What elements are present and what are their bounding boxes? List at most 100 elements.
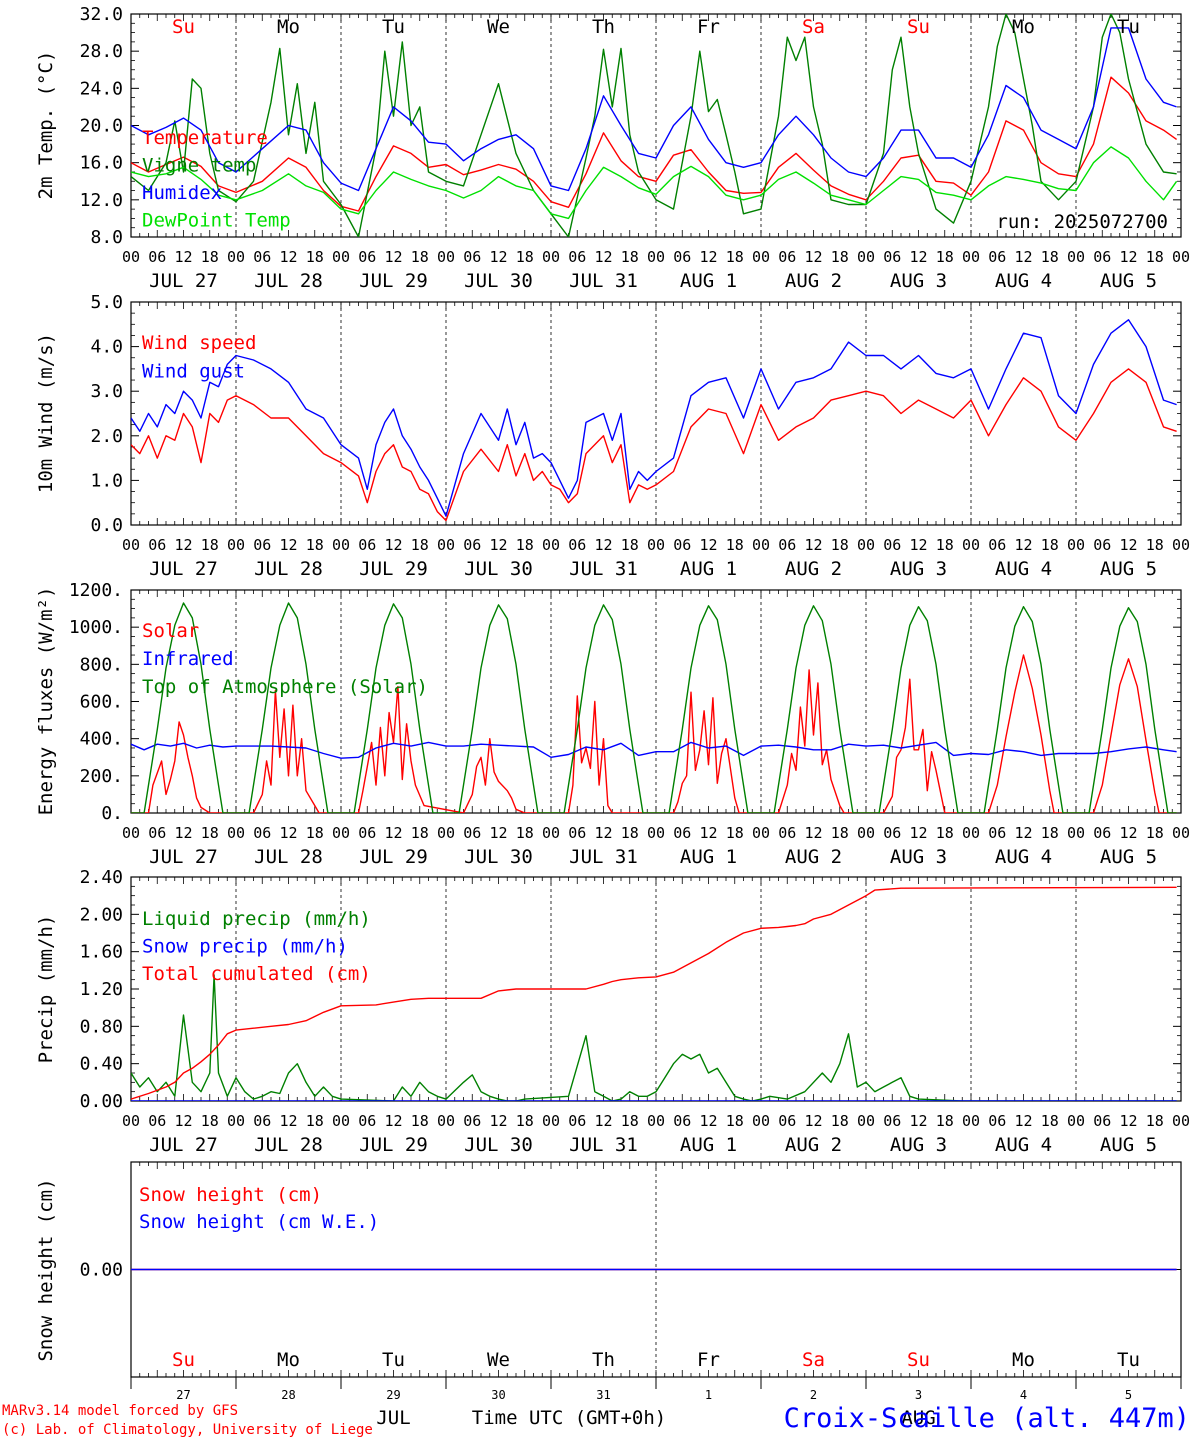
date-label: AUG 5 bbox=[1100, 270, 1157, 292]
hour-tick-label: 06 bbox=[253, 248, 271, 266]
hour-tick-label: 00 bbox=[857, 248, 875, 266]
date-label: AUG 2 bbox=[785, 558, 842, 580]
hour-tick-label: 06 bbox=[778, 536, 796, 554]
y-tick-label: 16.0 bbox=[80, 153, 123, 174]
series-line-temperature bbox=[131, 76, 1178, 212]
hour-tick-label: 12 bbox=[1014, 824, 1032, 842]
y-tick-label: 8.0 bbox=[90, 227, 123, 248]
hour-tick-label: 12 bbox=[699, 824, 717, 842]
weekday-label: Su bbox=[172, 16, 195, 38]
hour-tick-label: 18 bbox=[936, 824, 954, 842]
y-tick-label: 0.0 bbox=[90, 515, 123, 536]
hour-tick-label: 18 bbox=[1146, 824, 1164, 842]
hour-tick-label: 12 bbox=[1014, 536, 1032, 554]
day-number-label: 3 bbox=[915, 1388, 922, 1402]
day-number-label: 5 bbox=[1125, 1388, 1132, 1402]
hour-tick-label: 12 bbox=[1014, 248, 1032, 266]
y-tick-label: 3.0 bbox=[90, 381, 123, 402]
legend-entry: Humidex bbox=[142, 182, 222, 204]
day-number-label: 31 bbox=[596, 1388, 610, 1402]
date-label: JUL 27 bbox=[149, 558, 218, 580]
hour-tick-label: 18 bbox=[621, 824, 639, 842]
y-tick-label: 200. bbox=[80, 766, 123, 787]
date-label: AUG 1 bbox=[680, 846, 737, 868]
date-label: AUG 5 bbox=[1100, 558, 1157, 580]
hour-tick-label: 00 bbox=[122, 1112, 140, 1130]
panel-5: 0.00 Snow height (cm) Snow height (cm) Snow… bbox=[35, 1161, 1182, 1429]
y-tick-label: 600. bbox=[80, 692, 123, 713]
weekday-label: Mo bbox=[1012, 16, 1035, 38]
y-tick-label: 20.0 bbox=[80, 116, 123, 137]
y-tick-label: 0.40 bbox=[80, 1054, 123, 1075]
hour-tick-label: 12 bbox=[489, 536, 507, 554]
weekday-label: Su bbox=[172, 1349, 195, 1371]
hour-tick-label: 06 bbox=[1093, 1112, 1111, 1130]
hour-tick-label: 00 bbox=[1172, 248, 1190, 266]
hour-tick-label: 06 bbox=[148, 824, 166, 842]
hour-tick-label: 00 bbox=[542, 1112, 560, 1130]
day-number-label: 30 bbox=[491, 1388, 505, 1402]
hour-tick-label: 06 bbox=[568, 824, 586, 842]
panel-frame bbox=[130, 301, 1182, 526]
weekday-label: Mo bbox=[277, 1349, 300, 1371]
legend-entry: Snow height (cm) bbox=[139, 1184, 322, 1206]
date-label: AUG 5 bbox=[1100, 1134, 1157, 1156]
series-line-humidex bbox=[131, 27, 1177, 192]
hour-tick-label: 12 bbox=[804, 248, 822, 266]
hour-tick-label: 06 bbox=[778, 1112, 796, 1130]
hour-tick-label: 18 bbox=[201, 1112, 219, 1130]
hour-tick-label: 18 bbox=[936, 248, 954, 266]
hour-tick-label: 12 bbox=[1014, 1112, 1032, 1130]
date-label: AUG 2 bbox=[785, 1134, 842, 1156]
legend-entry: Temperature bbox=[142, 127, 268, 149]
series-line-top-of-atmosphere-solar- bbox=[131, 602, 1177, 813]
hour-tick-label: 00 bbox=[1067, 824, 1085, 842]
hour-tick-label: 12 bbox=[699, 536, 717, 554]
hour-tick-label: 00 bbox=[332, 248, 350, 266]
hour-tick-label: 06 bbox=[358, 248, 376, 266]
day-number-label: 4 bbox=[1020, 1388, 1027, 1402]
hour-tick-label: 18 bbox=[726, 824, 744, 842]
panel-1: 8.0 12.0 16.0 20.0 24.0 28.0 32.0 2m Temp. (°C)… bbox=[35, 4, 1190, 292]
y-tick-label: 24.0 bbox=[80, 78, 123, 99]
hour-tick-label: 00 bbox=[227, 1112, 245, 1130]
hour-tick-label: 00 bbox=[1067, 536, 1085, 554]
y-tick-label: 400. bbox=[80, 729, 123, 750]
hour-tick-label: 06 bbox=[463, 536, 481, 554]
day-number-label: 1 bbox=[705, 1388, 712, 1402]
y-axis-label: Precip (mm/h) bbox=[35, 915, 57, 1064]
hour-tick-label: 18 bbox=[726, 536, 744, 554]
hour-tick-label: 00 bbox=[752, 248, 770, 266]
weekday-label: Mo bbox=[277, 16, 300, 38]
date-label: JUL 29 bbox=[359, 846, 428, 868]
hour-tick-label: 18 bbox=[1041, 1112, 1059, 1130]
hour-tick-label: 18 bbox=[621, 1112, 639, 1130]
hour-tick-label: 12 bbox=[1119, 248, 1137, 266]
hour-tick-label: 18 bbox=[411, 824, 429, 842]
date-label: JUL 28 bbox=[254, 270, 323, 292]
hour-tick-label: 12 bbox=[1119, 536, 1137, 554]
date-label: AUG 1 bbox=[680, 558, 737, 580]
hour-tick-label: 12 bbox=[489, 824, 507, 842]
date-label: JUL 27 bbox=[149, 270, 218, 292]
hour-tick-label: 12 bbox=[279, 1112, 297, 1130]
date-label: JUL 27 bbox=[149, 1134, 218, 1156]
hour-tick-label: 18 bbox=[621, 248, 639, 266]
station-name: Croix-Scaille (alt. 447m) bbox=[784, 1403, 1190, 1434]
date-label: JUL 30 bbox=[464, 558, 533, 580]
date-label: JUL 30 bbox=[464, 270, 533, 292]
panel-frame bbox=[130, 589, 1182, 814]
hour-tick-label: 06 bbox=[568, 536, 586, 554]
hour-tick-label: 00 bbox=[857, 1112, 875, 1130]
weekday-label: Su bbox=[907, 16, 930, 38]
weekday-label: Th bbox=[592, 16, 615, 38]
hour-tick-label: 18 bbox=[936, 1112, 954, 1130]
weekday-label: Tu bbox=[1117, 1349, 1140, 1371]
series-line-solar bbox=[131, 654, 1177, 813]
date-label: AUG 4 bbox=[995, 270, 1052, 292]
weekday-label: Sa bbox=[802, 16, 825, 38]
hour-tick-label: 12 bbox=[1119, 1112, 1137, 1130]
hour-tick-label: 06 bbox=[1093, 536, 1111, 554]
hour-tick-label: 12 bbox=[384, 1112, 402, 1130]
date-label: AUG 3 bbox=[890, 1134, 947, 1156]
